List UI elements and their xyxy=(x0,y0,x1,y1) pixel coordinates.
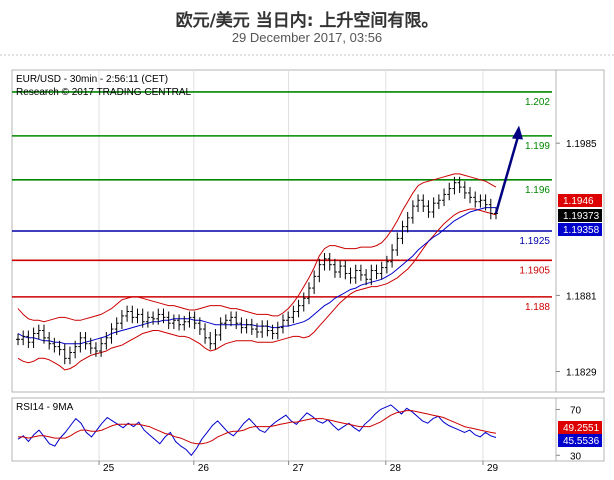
price-tag-label: 1.1946 xyxy=(563,196,594,207)
rsi-tag-blue xyxy=(558,434,602,447)
info-line: EUR/USD - 30min - 2:56:11 (CET) xyxy=(16,74,168,85)
price-tag-red xyxy=(558,194,602,207)
price-bars xyxy=(16,176,498,365)
rsi-label: RSI14 - 9MA xyxy=(16,402,74,413)
level-label: 1.1905 xyxy=(519,265,550,276)
y-tick-label: 1.1829 xyxy=(566,368,597,379)
rsi-axis: 70 30 49.2551 45.5536 xyxy=(556,405,602,462)
rsi-lines xyxy=(17,404,497,457)
rsi-ma-line xyxy=(18,410,497,445)
chart-date: 29 December 2017, 03:56 xyxy=(231,30,383,45)
x-tick-label: 26 xyxy=(198,463,210,474)
level-label: 1.196 xyxy=(525,185,550,196)
rsi-tick-label: 30 xyxy=(570,451,582,462)
x-tick-label: 25 xyxy=(103,463,115,474)
level-label: 1.199 xyxy=(525,141,550,152)
price-tags: 1.1946 1.19373 1.19358 xyxy=(558,194,602,236)
forecast-arrow-head xyxy=(512,125,523,140)
levels: 1.202 1.199 1.196 1.1925 1.1905 1.188 xyxy=(12,91,552,313)
price-tag-blue xyxy=(558,223,602,236)
rsi-tag-label: 49.2551 xyxy=(563,423,600,434)
forecast-arrow-shaft xyxy=(494,136,520,214)
time-axis: 25 26 27 28 29 xyxy=(98,461,499,474)
rsi-tag-label: 45.5536 xyxy=(563,436,600,447)
price-axis: 1.1829 1.1881 1.1985 xyxy=(556,139,597,379)
x-tick-label: 27 xyxy=(293,463,305,474)
bollinger-upper-line xyxy=(17,173,497,323)
level-label: 1.188 xyxy=(525,302,550,313)
rsi-tick-label: 70 xyxy=(570,405,582,416)
bollinger-lower-line xyxy=(17,208,497,371)
rsi-tag-red xyxy=(558,421,602,434)
rsi-grid xyxy=(98,398,484,461)
credit-line: Research © 2017 TRADING CENTRAL xyxy=(16,87,191,98)
rsi-line xyxy=(17,404,497,457)
header-divider xyxy=(0,54,614,56)
level-label: 1.202 xyxy=(525,97,550,108)
price-tag-label: 1.19358 xyxy=(563,225,600,236)
price-tag-label: 1.19373 xyxy=(563,211,600,222)
y-tick-label: 1.1881 xyxy=(566,291,597,302)
x-tick-label: 28 xyxy=(390,463,402,474)
chart-title: 欧元/美元 当日内: 上升空间有限。 xyxy=(175,11,439,31)
rsi-panel xyxy=(11,397,605,462)
y-tick-label: 1.1985 xyxy=(566,139,597,150)
x-tick-label: 29 xyxy=(487,463,499,474)
forecast xyxy=(494,125,523,214)
level-label: 1.1925 xyxy=(519,236,550,247)
price-tag-black xyxy=(558,209,602,222)
